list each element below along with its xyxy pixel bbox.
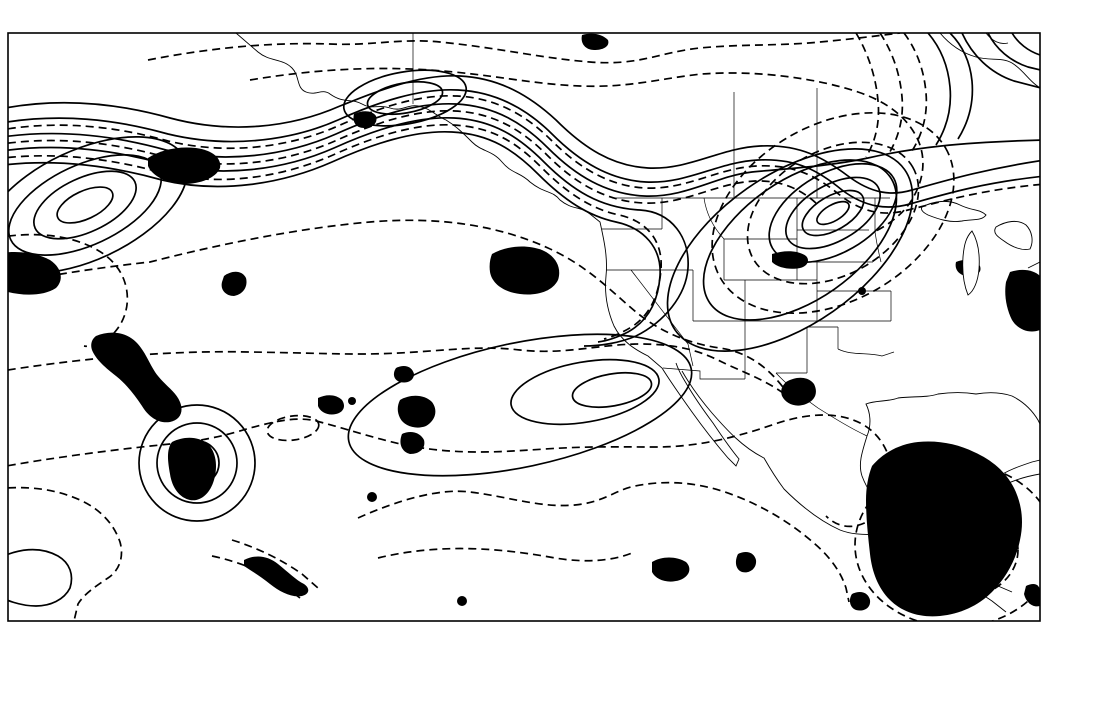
map-frame (7, 32, 1041, 622)
solid-contours (8, 33, 1040, 607)
shaded-regions (8, 33, 1040, 617)
dashed-contours (8, 33, 1040, 621)
map-area (8, 33, 1040, 621)
coastlines (235, 33, 1040, 613)
